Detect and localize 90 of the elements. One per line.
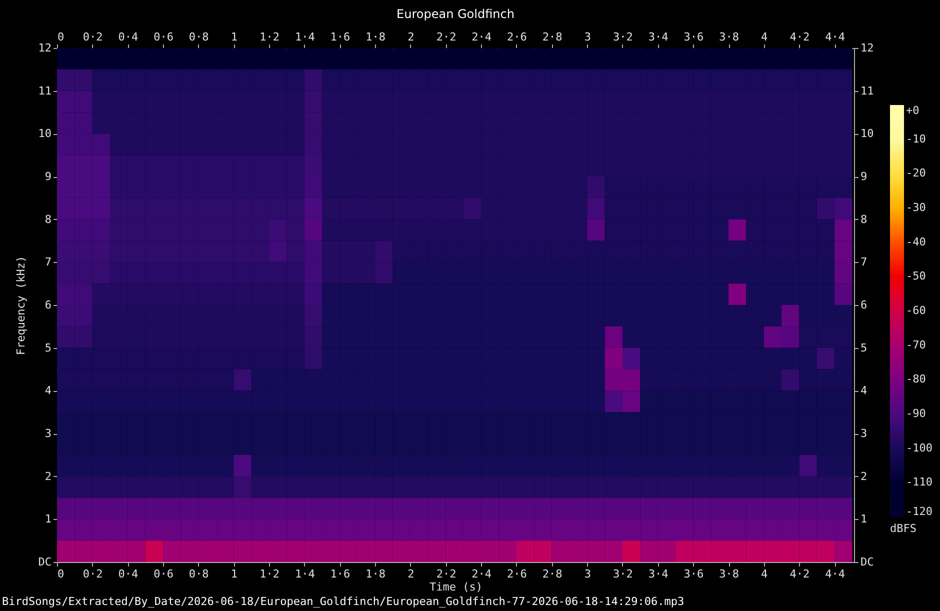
color-bar-label: -30 — [906, 201, 926, 214]
x2-tick-label: 2 — [408, 30, 414, 44]
x2-tick-label: 3·2 — [613, 30, 633, 44]
x-tick-label: 1·2 — [260, 568, 280, 580]
color-bar-title: dBFS — [890, 522, 916, 535]
color-bar-label: -110 — [906, 476, 932, 489]
x2-tick-label: 1·4 — [294, 30, 316, 44]
color-bar-label: -120 — [906, 505, 932, 518]
y2-tick-label: 8 — [860, 212, 868, 226]
x2-tick-label: 4 — [761, 30, 768, 44]
y-tick-label: 10 — [38, 127, 52, 140]
x-tick-label: 4 — [761, 568, 768, 580]
y-tick-label: 1 — [44, 512, 52, 526]
x-tick-label: 1 — [230, 568, 238, 580]
x2-tick-label: 3·8 — [719, 30, 739, 44]
color-bar-label: -50 — [906, 270, 926, 283]
x-tick-label: 3·4 — [648, 568, 669, 580]
y-tick-label: 7 — [44, 256, 52, 269]
color-bar-label: -80 — [906, 372, 926, 386]
x2-tick-label: 2·4 — [472, 30, 492, 44]
x-tick-label: 0·6 — [154, 568, 174, 580]
color-bar-label: -90 — [906, 407, 926, 420]
x2-tick-label: 4·4 — [825, 30, 846, 44]
x-tick-label: 2·2 — [436, 568, 456, 580]
chart-title: European Goldfinch — [396, 7, 514, 21]
x2-tick-label: 0·4 — [118, 30, 138, 44]
color-bar-label: -100 — [906, 441, 932, 454]
x-tick-label: 2 — [408, 568, 414, 580]
x-tick-label: 4·2 — [790, 568, 810, 580]
y-tick-label: 11 — [38, 84, 52, 98]
y2-tick-label: 5 — [860, 341, 868, 354]
y2-tick-label: 1 — [860, 512, 868, 526]
y2-tick-label: 4 — [860, 384, 868, 398]
x-tick-label: 2·4 — [472, 568, 492, 580]
x2-tick-label: 2·6 — [507, 30, 527, 44]
x-tick-label: 1·8 — [366, 568, 386, 580]
x-tick-label: 4·4 — [825, 568, 846, 580]
x2-tick-label: 4·2 — [790, 30, 810, 44]
x-tick-label: 3 — [584, 568, 591, 580]
x-tick-label: 0·8 — [188, 568, 209, 580]
x-axis-title: Time (s) — [430, 580, 482, 594]
x-tick-label: 1·4 — [294, 568, 316, 580]
color-bar-label: -20 — [906, 166, 926, 180]
x2-tick-label: 0·8 — [188, 30, 209, 44]
x2-tick-label: 0 — [58, 30, 64, 44]
x-tick-label: 2·8 — [542, 568, 562, 580]
x-tick-label: 0·4 — [118, 568, 138, 580]
y-tick-label: 5 — [44, 341, 52, 354]
y-tick-label: 4 — [44, 384, 52, 398]
y-tick-label: 2 — [44, 470, 52, 483]
x-tick-label: 1·6 — [330, 568, 350, 580]
y2-tick-label: DC — [860, 556, 874, 568]
color-bar-label: -60 — [906, 304, 926, 317]
y2-tick-label: 12 — [860, 42, 874, 54]
x2-tick-label: 3 — [584, 30, 591, 44]
x2-tick-label: 3·4 — [648, 30, 669, 44]
x2-tick-label: 3·6 — [684, 30, 704, 44]
y2-tick-label: 6 — [860, 298, 868, 312]
x2-tick-label: 1·8 — [366, 30, 386, 44]
x-tick-label: 3·2 — [613, 568, 633, 580]
x-tick-label: 0 — [58, 568, 64, 580]
y2-tick-label: 10 — [860, 127, 874, 140]
y-tick-label: 8 — [44, 212, 52, 226]
color-bar-label: -10 — [906, 132, 926, 146]
y2-tick-label: 11 — [860, 84, 874, 98]
y2-tick-label: 7 — [860, 256, 868, 269]
y2-tick-label: 2 — [860, 470, 868, 483]
y-tick-label: 3 — [44, 427, 52, 440]
x-tick-label: 3·6 — [684, 568, 704, 580]
x2-tick-label: 0·2 — [82, 30, 103, 44]
x-tick-label: 2·6 — [507, 568, 527, 580]
y-axis-title: Frequency (kHz) — [14, 256, 28, 356]
x2-tick-label: 2·8 — [542, 30, 562, 44]
color-bar-label: +0 — [906, 104, 920, 117]
x2-tick-label: 0·6 — [154, 30, 174, 44]
x2-tick-label: 1 — [230, 30, 238, 44]
y2-tick-label: 3 — [860, 427, 868, 440]
x2-tick-label: 1·2 — [260, 30, 280, 44]
text: BirdSongs/Extracted/By_Date/2026-06-18/European_Goldfinch/European_Goldfinch-77-2026-06-18-14:29:06.mp3 — [2, 595, 684, 608]
color-bar-label: -40 — [906, 235, 926, 248]
color-bar-label: -70 — [906, 338, 926, 352]
x2-tick-label: 2·2 — [436, 30, 456, 44]
y-tick-label: 12 — [38, 42, 52, 54]
y-tick-label: 6 — [44, 298, 52, 312]
x2-tick-label: 1·6 — [330, 30, 350, 44]
y2-tick-label: 9 — [860, 170, 868, 183]
x-tick-label: 3·8 — [719, 568, 739, 580]
y-tick-label: 9 — [44, 170, 52, 183]
y-tick-label: DC — [38, 556, 52, 568]
x-tick-label: 0·2 — [82, 568, 103, 580]
